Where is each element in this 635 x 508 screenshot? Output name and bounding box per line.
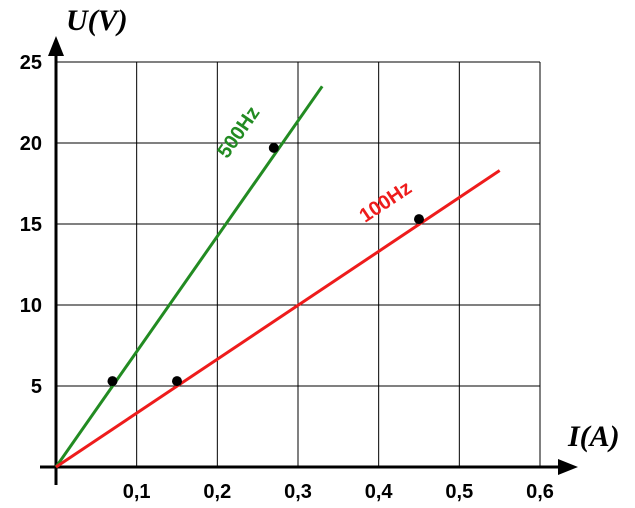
x-tick-label: 0,3 xyxy=(284,481,312,503)
data-point-500hz xyxy=(107,376,118,387)
y-axis-title: U(V) xyxy=(66,4,128,37)
y-tick-label: 20 xyxy=(20,133,42,155)
data-point-100hz xyxy=(172,376,182,387)
series-line-100hz xyxy=(55,169,501,469)
series-label-500hz: 500Hz xyxy=(213,102,264,162)
axes xyxy=(40,36,578,485)
grid xyxy=(56,61,541,467)
x-axis-arrow xyxy=(558,459,578,475)
x-axis-title: I(A) xyxy=(567,420,620,453)
y-tick-label: 15 xyxy=(20,214,42,236)
y-axis-arrow xyxy=(48,36,64,56)
x-tick-labels: 0,1 0,2 0,3 0,4 0,5 0,6 xyxy=(123,481,554,503)
data-point-100hz xyxy=(414,214,424,225)
y-tick-label: 5 xyxy=(31,376,42,398)
y-tick-label: 10 xyxy=(20,295,42,317)
x-tick-label: 0,4 xyxy=(365,481,394,503)
series-label-100hz: 100Hz xyxy=(356,177,416,227)
y-tick-labels: 5 10 15 20 25 xyxy=(20,52,42,398)
x-tick-label: 0,1 xyxy=(123,481,151,503)
x-tick-label: 0,2 xyxy=(203,481,231,503)
y-tick-label: 25 xyxy=(20,52,42,74)
x-tick-label: 0,6 xyxy=(526,481,554,503)
data-point-500hz xyxy=(268,142,279,153)
x-tick-label: 0,5 xyxy=(445,481,473,503)
